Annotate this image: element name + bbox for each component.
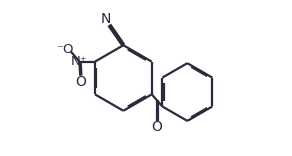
Text: O: O: [152, 120, 162, 134]
Text: N⁺: N⁺: [71, 55, 88, 68]
Text: N: N: [101, 12, 112, 26]
Text: ⁻O: ⁻O: [56, 43, 73, 56]
Text: O: O: [76, 75, 86, 89]
